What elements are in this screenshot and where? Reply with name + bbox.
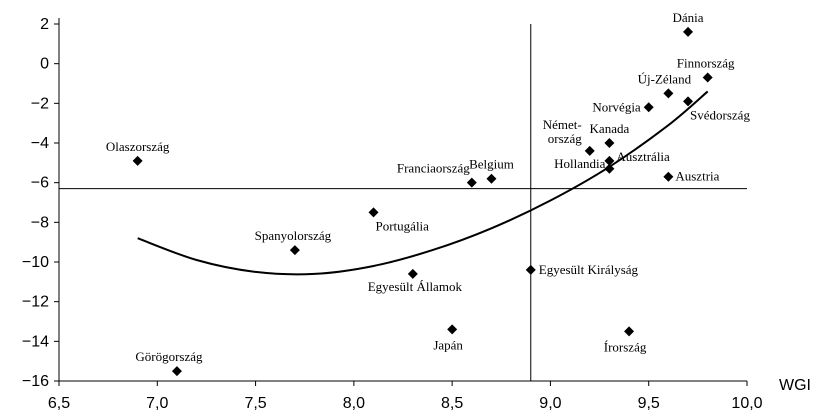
x-tick-label: 9,0	[539, 395, 561, 412]
data-point-label: Új-Zéland	[638, 71, 692, 86]
data-point-marker	[368, 207, 379, 218]
y-tick-label: −16	[22, 373, 49, 390]
data-point-label: Hollandia	[554, 156, 605, 171]
x-tick-label: 6,5	[48, 395, 70, 412]
y-tick-label: −4	[31, 135, 49, 152]
y-tick-label: −10	[22, 254, 49, 271]
y-tick-label: −6	[31, 175, 49, 192]
x-tick-label: 7,0	[146, 395, 168, 412]
data-point-label: Svédország	[690, 107, 750, 122]
data-point-marker	[584, 145, 595, 156]
data-point-label: Dánia	[673, 10, 704, 25]
trendline-layer	[137, 90, 709, 276]
data-point-marker	[486, 173, 497, 184]
y-tick-label: 2	[40, 16, 49, 33]
data-point-marker	[683, 26, 694, 37]
data-point-label: Írország	[604, 339, 647, 354]
data-point-label: Egyesült Államok	[368, 279, 463, 294]
data-point-marker	[289, 245, 300, 256]
y-tick-label: −14	[22, 333, 49, 350]
data-point-marker	[643, 102, 654, 113]
x-tick-label: 8,0	[343, 395, 365, 412]
y-tick-label: −2	[31, 95, 49, 112]
data-point-label: Belgium	[469, 157, 514, 172]
data-point-label: Kanada	[590, 121, 630, 136]
x-tick-label: 7,5	[244, 395, 266, 412]
y-tick-label: −12	[22, 294, 49, 311]
trendline-curve	[137, 90, 709, 276]
data-point-label: Spanyolország	[255, 228, 332, 243]
data-point-marker	[604, 138, 615, 148]
data-point-label: Norvégia	[592, 99, 641, 114]
data-point-marker	[132, 155, 143, 166]
data-point-label: Görögország	[135, 349, 203, 364]
x-tick-label: 8,5	[441, 395, 463, 412]
data-point-label: Finnország	[677, 56, 735, 71]
data-point-label: Ausztria	[675, 169, 719, 184]
reference-lines	[59, 24, 747, 381]
data-point-label: Német-ország	[543, 117, 582, 146]
data-point-marker	[407, 268, 418, 279]
data-point-marker	[447, 324, 458, 335]
data-point-label: Franciaország	[397, 161, 470, 176]
y-tick-label: −8	[31, 214, 49, 231]
x-tick-label: 10,0	[731, 395, 762, 412]
data-point-marker	[171, 366, 182, 377]
data-point-marker	[525, 264, 536, 275]
data-point-marker	[663, 171, 674, 182]
data-point-label: Portugália	[376, 218, 430, 233]
data-point-marker	[604, 163, 615, 174]
data-point-marker	[466, 177, 477, 188]
data-point-marker	[663, 88, 674, 99]
x-tick-label: 9,5	[638, 395, 660, 412]
axes: 2 0 −2 −4 −6 −8 −10 −12 −14 −16 6,5 7,0 7,5 8,0 8,5 9,0…	[22, 16, 763, 412]
data-point-marker	[683, 96, 694, 107]
data-point-marker	[624, 326, 635, 337]
data-point-label: Japán	[433, 337, 463, 352]
x-axis-title: WGI	[779, 377, 811, 394]
data-point-label: Egyesült Királyság	[539, 262, 639, 277]
data-point-label: Ausztrália	[616, 149, 670, 164]
data-point-marker	[702, 72, 713, 83]
data-point-marker	[604, 155, 615, 166]
y-tick-label: 0	[40, 56, 49, 73]
data-point-label: Olaszország	[106, 139, 170, 154]
